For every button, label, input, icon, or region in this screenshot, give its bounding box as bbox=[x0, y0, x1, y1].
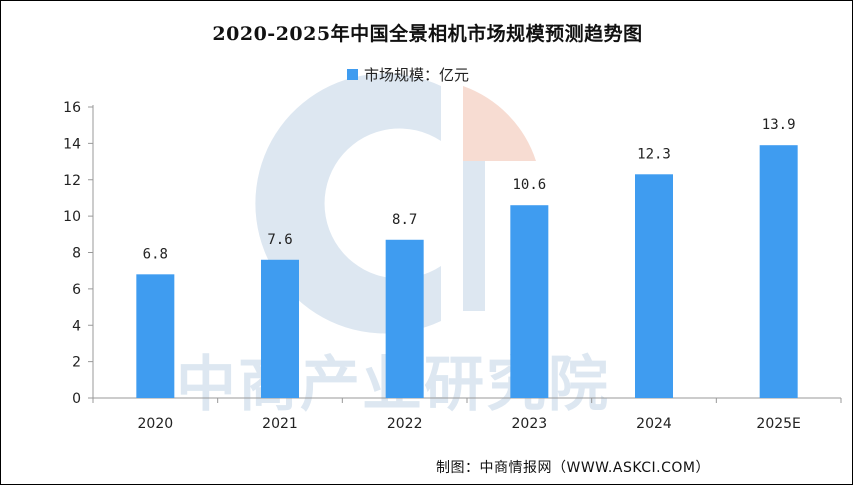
bar bbox=[261, 259, 299, 398]
x-tick-label: 2023 bbox=[512, 416, 548, 432]
legend-label: 市场规模：亿元 bbox=[364, 65, 470, 84]
legend-swatch bbox=[347, 68, 358, 80]
bar bbox=[635, 174, 673, 398]
y-tick-label: 6 bbox=[72, 282, 81, 298]
y-tick-label: 14 bbox=[63, 136, 81, 152]
data-label: 7.6 bbox=[267, 232, 292, 248]
source-note: 制图：中商情报网（WWW.ASKCI.COM） bbox=[436, 460, 710, 476]
data-label: 8.7 bbox=[392, 212, 417, 228]
watermark-logo-blue-arc bbox=[255, 73, 441, 334]
y-tick-label: 8 bbox=[72, 246, 81, 262]
data-label: 12.3 bbox=[637, 146, 671, 162]
labels: 6.8 2020 7.6 2021 8.7 2022 10.6 2023 12.3 2024 13.… bbox=[138, 117, 801, 432]
x-tick-label: 2021 bbox=[262, 416, 298, 432]
data-label: 13.9 bbox=[762, 117, 796, 133]
x-tick-label: 2024 bbox=[636, 416, 672, 432]
data-label: 10.6 bbox=[512, 177, 546, 193]
bar bbox=[759, 145, 798, 398]
watermark-logo-stem bbox=[463, 161, 485, 311]
y-tick-label: 12 bbox=[63, 173, 81, 189]
legend: 市场规模：亿元 bbox=[347, 64, 469, 84]
bar bbox=[385, 239, 424, 398]
x-tick-label: 2020 bbox=[138, 416, 174, 432]
y-tick-label: 0 bbox=[72, 391, 81, 407]
y-tick-label: 2 bbox=[72, 355, 81, 371]
axes: 0 2 4 6 8 10 12 14 16 bbox=[63, 100, 842, 407]
bar bbox=[510, 205, 549, 398]
x-tick-label: 2022 bbox=[387, 416, 423, 432]
data-label: 6.8 bbox=[143, 246, 168, 262]
x-tick-label: 2025E bbox=[756, 416, 800, 432]
chart-title: 2020-2025年中国全景相机市场规模预测趋势图 bbox=[212, 23, 643, 45]
y-tick-label: 10 bbox=[63, 209, 81, 225]
y-tick-label: 4 bbox=[72, 318, 81, 334]
bar bbox=[136, 274, 175, 398]
watermark-logo-red-segment bbox=[463, 86, 536, 161]
y-tick-label: 16 bbox=[63, 100, 81, 116]
bars bbox=[136, 145, 798, 398]
